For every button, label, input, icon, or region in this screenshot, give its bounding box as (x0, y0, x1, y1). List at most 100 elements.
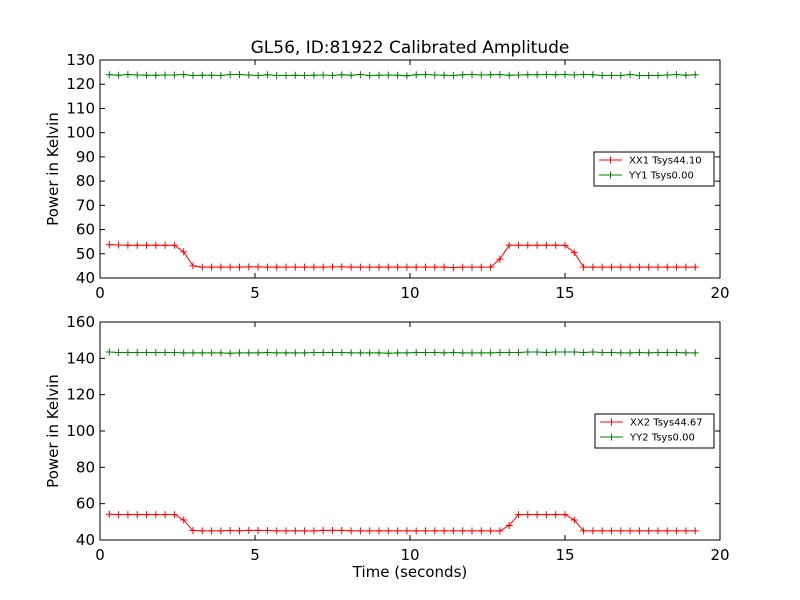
data-point (617, 263, 625, 271)
y-tick-label: 80 (76, 458, 95, 476)
y-tick-label: 160 (66, 313, 95, 331)
data-point (105, 348, 113, 356)
data-point (384, 349, 392, 357)
data-point (496, 349, 504, 357)
data-point (124, 511, 132, 519)
data-point (347, 527, 355, 535)
data-point (635, 527, 643, 535)
y-tick-label: 120 (66, 386, 95, 404)
data-point (180, 516, 188, 524)
x-tick-label: 15 (555, 284, 574, 302)
data-point (319, 71, 327, 79)
data-point (449, 527, 457, 535)
data-point (645, 263, 653, 271)
data-point (542, 71, 550, 79)
data-point (105, 241, 113, 249)
series-yy (105, 71, 699, 80)
data-point (217, 72, 225, 80)
data-point (617, 527, 625, 535)
y-tick-label: 70 (76, 196, 95, 214)
data-point (226, 71, 234, 79)
x-axis-label: Time (seconds) (352, 563, 468, 581)
data-point (608, 72, 615, 80)
data-point (236, 527, 243, 535)
data-point (180, 349, 188, 357)
data-point (189, 262, 197, 270)
data-point (626, 527, 634, 535)
y-tick-label: 130 (66, 51, 95, 69)
data-point (505, 71, 513, 79)
data-point (291, 71, 299, 79)
bottom-panel: 0 5 10 15 20 40 60 80 100 120 140 160 Power in Kelvi… (44, 313, 730, 564)
data-point (552, 348, 560, 356)
data-point (273, 72, 281, 80)
legend: XX1 Tsys44.10 YY1 Tsys0.00 (593, 151, 715, 187)
data-point (431, 71, 439, 79)
data-point (161, 241, 169, 249)
data-point (589, 527, 597, 535)
data-point (682, 263, 690, 271)
data-point (570, 249, 578, 257)
data-point (329, 263, 336, 271)
data-point (189, 527, 197, 535)
data-point (245, 71, 253, 79)
data-point (515, 241, 522, 249)
data-point (477, 527, 485, 535)
series-line (109, 244, 696, 269)
data-point (542, 241, 550, 249)
data-point (635, 349, 643, 357)
data-point (347, 349, 355, 357)
data-point (608, 349, 615, 357)
data-point (198, 71, 206, 79)
data-point (561, 348, 569, 356)
data-point (580, 527, 588, 535)
data-point (524, 71, 532, 79)
data-point (477, 349, 485, 357)
data-point (217, 527, 225, 535)
data-point (291, 349, 299, 357)
data-point (561, 71, 569, 79)
data-point (254, 263, 262, 271)
data-point (580, 71, 588, 79)
x-tick-label: 15 (555, 546, 574, 564)
data-point (459, 71, 467, 79)
data-point (273, 527, 281, 535)
data-point (161, 71, 169, 79)
data-point (533, 71, 541, 79)
data-point (580, 263, 588, 271)
data-point (505, 349, 513, 357)
data-point (217, 349, 225, 357)
y-tick-label: 60 (76, 495, 95, 513)
data-point (384, 263, 392, 271)
data-point (552, 71, 560, 79)
data-point (459, 263, 467, 271)
legend-label: YY1 Tsys0.00 (628, 171, 694, 182)
data-point (422, 349, 429, 357)
data-point (236, 349, 243, 357)
data-point (505, 521, 513, 529)
data-point (635, 72, 643, 80)
data-point (663, 349, 671, 357)
data-point (589, 263, 597, 271)
data-point (105, 71, 113, 79)
data-point (440, 349, 448, 357)
data-point (115, 71, 123, 79)
data-point (626, 71, 634, 79)
data-point (273, 263, 281, 271)
data-point (170, 71, 178, 79)
data-point (542, 511, 550, 519)
data-point (273, 349, 281, 357)
data-point (115, 349, 123, 357)
data-point (356, 71, 364, 79)
data-point (282, 72, 290, 80)
data-point (152, 71, 160, 79)
data-point (515, 71, 522, 79)
series-line (109, 351, 696, 354)
data-point (617, 72, 625, 80)
data-point (254, 526, 262, 534)
data-point (152, 349, 160, 357)
series-xx (105, 510, 699, 535)
data-point (254, 349, 262, 357)
data-point (468, 527, 476, 535)
